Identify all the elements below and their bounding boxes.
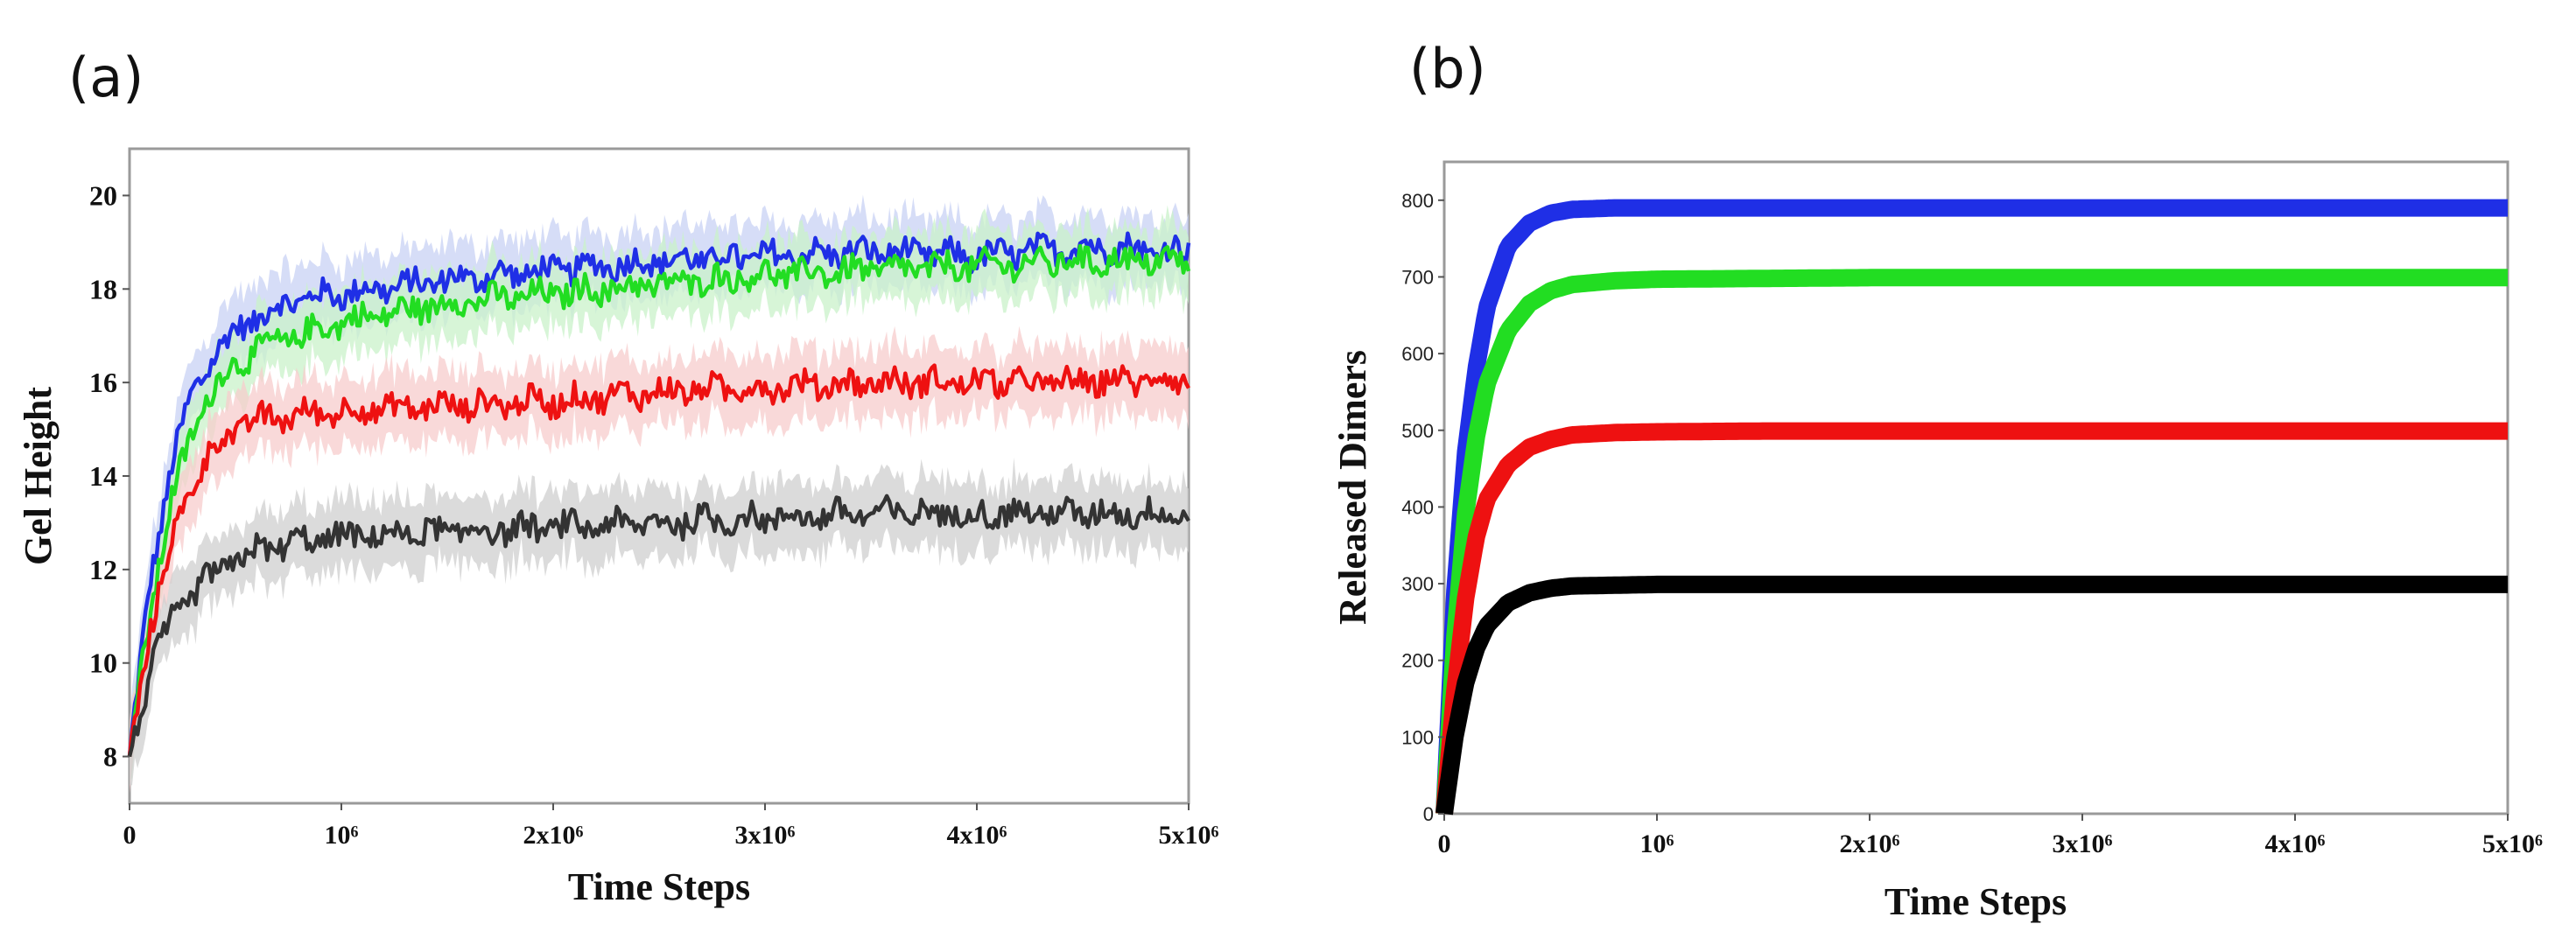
- y-tick-label-a: 20: [89, 179, 117, 211]
- series-b-black: [1435, 575, 2512, 816]
- y-tick-label-b: 200: [1401, 650, 1434, 672]
- band-a-red: [130, 326, 1189, 794]
- series-a-red: [127, 363, 1190, 757]
- x-tick-label-b: 10⁶: [1640, 830, 1674, 858]
- y-tick-label-a: 16: [89, 367, 117, 398]
- x-tick-label-a: 4x10⁶: [947, 821, 1007, 850]
- x-tick-label-a: 0: [123, 821, 137, 850]
- y-tick-label-b: 100: [1401, 726, 1434, 748]
- y-tick-label-a: 10: [89, 648, 117, 679]
- y-tick-label-a: 12: [89, 554, 117, 585]
- x-axis-title-b: Time Steps: [1885, 880, 2067, 923]
- y-tick-label-a: 14: [89, 460, 117, 492]
- plot-area-b: [1442, 160, 2509, 816]
- x-tick-label-a: 2x10⁶: [523, 821, 584, 850]
- x-tick-label-a: 5x10⁶: [1159, 821, 1219, 850]
- chart-panel-b: 0 100 200 300 400 500 600 700 800 0 10⁶ 2x10⁶ 3x10⁶…: [1331, 160, 2543, 923]
- chart-panel-a: 8 10 12 14 16 18 20 0 10⁶ 2x10⁶ 3x10⁶ 4x10⁶ 5x10⁶ T…: [17, 147, 1219, 908]
- band-a-black: [130, 457, 1189, 786]
- y-tick-label-a: 8: [103, 741, 117, 773]
- y-tick-label-b: 0: [1423, 803, 1434, 825]
- x-tick-label-b: 4x10⁶: [2265, 830, 2326, 858]
- y-tick-label-b: 400: [1401, 496, 1434, 518]
- series-a-black: [127, 494, 1190, 758]
- panel-b-label: (b): [1409, 37, 1486, 101]
- y-axis-title-b: Released Dimers: [1331, 350, 1374, 625]
- x-tick-label-b: 3x10⁶: [2053, 830, 2113, 858]
- panel-a-label: (a): [68, 46, 144, 109]
- series-a-green: [127, 243, 1191, 757]
- y-axis-title-a: Gel Height: [17, 387, 60, 565]
- series-b-green: [1435, 269, 2512, 815]
- series-b-blue: [1435, 199, 2512, 815]
- x-tick-label-a: 3x10⁶: [735, 821, 796, 850]
- y-tick-label-b: 700: [1401, 266, 1434, 288]
- y-tick-label-b: 600: [1401, 343, 1434, 365]
- series-b-red: [1435, 422, 2512, 815]
- series-a-blue: [127, 231, 1191, 757]
- x-axis-title-a: Time Steps: [568, 865, 750, 908]
- x-tick-label-b: 0: [1438, 830, 1451, 858]
- y-tick-label-b: 500: [1401, 420, 1434, 442]
- x-tick-label-a: 10⁶: [325, 821, 359, 850]
- x-tick-label-b: 2x10⁶: [1840, 830, 1900, 858]
- x-tick-label-b: 5x10⁶: [2482, 830, 2543, 858]
- y-tick-label-b: 300: [1401, 573, 1434, 595]
- y-tick-label-b: 800: [1401, 190, 1434, 212]
- y-tick-label-a: 18: [89, 273, 117, 304]
